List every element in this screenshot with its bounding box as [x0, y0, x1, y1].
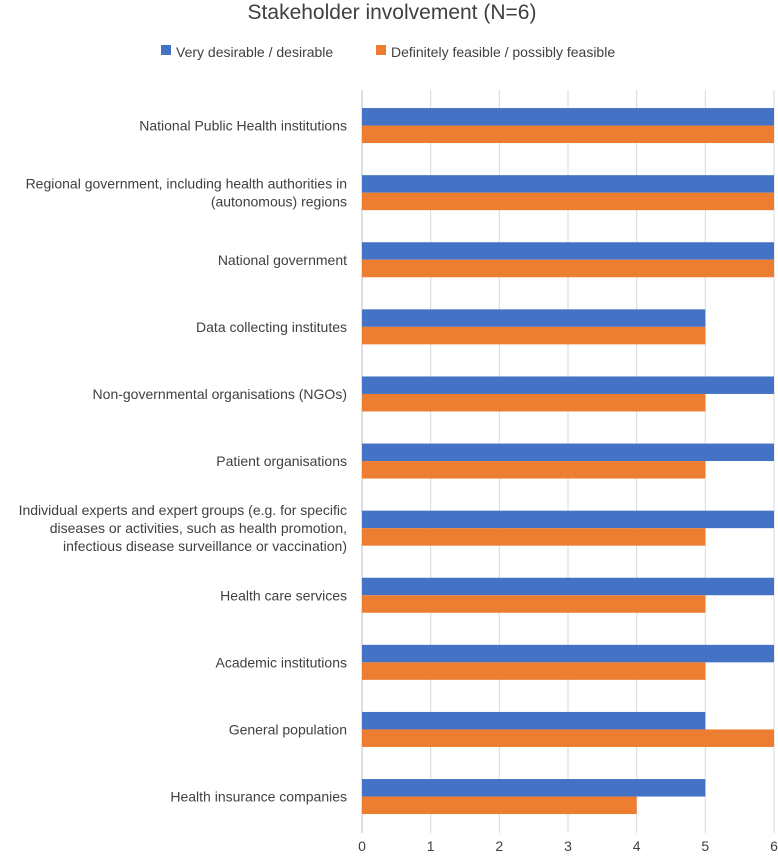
bar-desirable — [362, 711, 706, 730]
x-tick-label: 1 — [427, 838, 435, 852]
category-label: National Public Health institutions — [139, 118, 347, 134]
chart-title: Stakeholder involvement (N=6) — [248, 1, 537, 24]
bar-feasible — [362, 326, 706, 345]
bar-desirable — [362, 309, 706, 327]
x-tick-label: 0 — [358, 838, 366, 852]
legend: Very desirable / desirable Definitely fe… — [161, 44, 615, 60]
bar-desirable — [362, 510, 774, 529]
bar-feasible — [362, 729, 774, 747]
category-label-line: diseases or activities, such as health p… — [50, 520, 347, 536]
category-label: Data collecting institutes — [196, 319, 347, 335]
category-labels: National Public Health institutions Regio… — [19, 118, 348, 805]
category-label: Non-governmental organisations (NGOs) — [93, 386, 347, 402]
category-label-line: Academic institutions — [215, 654, 347, 670]
bar-desirable — [362, 644, 774, 663]
bar-feasible — [362, 393, 706, 412]
bar-feasible — [362, 259, 774, 278]
bar-feasible — [362, 461, 706, 479]
legend-label-feasible: Definitely feasible / possibly feasible — [391, 44, 615, 60]
category-label-line: General population — [229, 721, 347, 737]
bar-desirable — [362, 108, 774, 126]
bar-feasible — [362, 528, 706, 546]
category-label-line: Health insurance companies — [170, 789, 347, 805]
bar-desirable — [362, 376, 774, 394]
x-axis-ticks: 0 1 2 3 4 5 6 — [358, 838, 778, 854]
category-label: Health care services — [220, 587, 347, 603]
category-label: Health insurance companies — [170, 789, 347, 805]
x-tick-label: 3 — [564, 838, 572, 852]
bar-feasible — [362, 662, 706, 680]
category-label-line: Regional government, including health au… — [26, 176, 347, 192]
category-label: General population — [229, 721, 347, 737]
category-label: Patient organisations — [216, 453, 347, 469]
x-tick-label: 5 — [701, 838, 709, 852]
bar-feasible — [362, 796, 637, 815]
category-label-line: Patient organisations — [216, 453, 347, 469]
legend-swatch-desirable — [161, 45, 171, 55]
category-label-line: National Public Health institutions — [139, 118, 347, 134]
category-label: Academic institutions — [215, 654, 347, 670]
bar-desirable — [362, 443, 774, 462]
category-label: Regional government, including health au… — [26, 176, 347, 210]
bar-feasible — [362, 595, 706, 613]
bars — [362, 108, 774, 815]
category-label: National government — [218, 252, 347, 268]
bar-feasible — [362, 192, 774, 211]
bar-desirable — [362, 779, 706, 797]
x-tick-label: 6 — [770, 838, 778, 852]
category-label: Individual experts and expert groups (e.… — [19, 502, 347, 554]
bar-desirable — [362, 577, 774, 596]
category-label-line: Individual experts and expert groups (e.… — [19, 502, 347, 518]
category-label-line: Non-governmental organisations (NGOs) — [93, 386, 347, 402]
category-label-line: (autonomous) regions — [211, 194, 347, 210]
x-tick-label: 4 — [633, 838, 641, 852]
category-label-line: Health care services — [220, 587, 347, 603]
category-label-line: infectious disease surveillance or vacci… — [63, 538, 347, 554]
x-tick-label: 2 — [495, 838, 503, 852]
bar-feasible — [362, 125, 774, 144]
legend-label-desirable: Very desirable / desirable — [176, 44, 333, 60]
bar-desirable — [362, 242, 774, 260]
category-label-line: Data collecting institutes — [196, 319, 347, 335]
bar-desirable — [362, 175, 774, 193]
legend-swatch-feasible — [376, 45, 386, 55]
category-label-line: National government — [218, 252, 347, 268]
